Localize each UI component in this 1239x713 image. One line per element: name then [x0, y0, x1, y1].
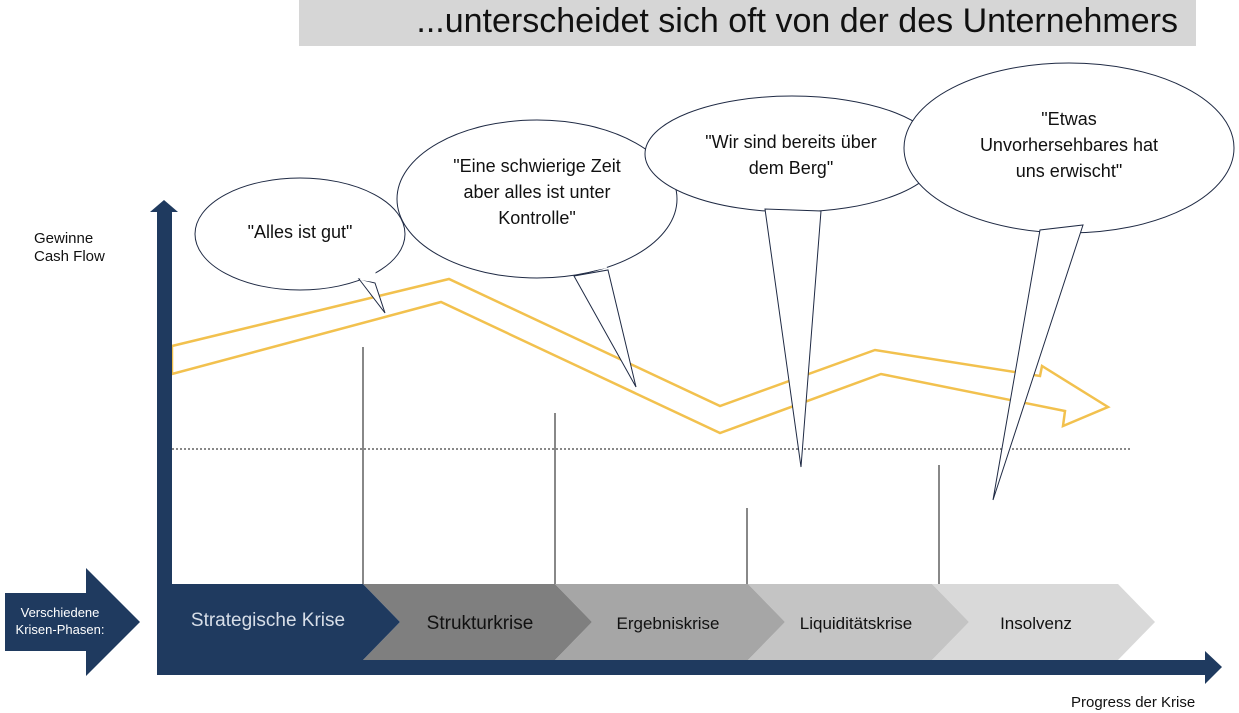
bubble-4-text: "Etwas Unvorhersehbares hat uns erwischt… [944, 106, 1194, 184]
y-axis [157, 210, 172, 675]
x-axis-label: Progress der Krise [1071, 694, 1196, 711]
bubble-text-line: Kontrolle" [498, 208, 576, 228]
phases-block-arrow [5, 568, 140, 676]
page-title: ...unterscheidet sich oft von der des Un… [416, 2, 1178, 40]
bubble-1-text: "Alles ist gut" [215, 219, 385, 245]
speech-bubble-2 [396, 119, 678, 388]
title-bar: ...unterscheidet sich oft von der des Un… [299, 0, 1196, 46]
phase-chevron-2 [363, 584, 592, 660]
phase-chevron-5 [932, 584, 1155, 660]
phase-label-strukturkrise: Strukturkrise [426, 613, 534, 634]
phase-label-ergebniskrise: Ergebniskrise [616, 614, 720, 633]
trend-arrow [170, 277, 1111, 435]
bubble-3-text: "Wir sind bereits über dem Berg" [675, 129, 907, 181]
phase-label-strategische-krise: Strategische Krise [190, 610, 346, 631]
y-axis-label: Gewinne Cash Flow [34, 230, 105, 266]
y-axis-label-line: Gewinne [34, 230, 94, 247]
bubble-2-text: "Eine schwierige Zeit aber alles ist unt… [427, 153, 647, 231]
y-axis-arrowhead [150, 200, 178, 212]
phase-label-insolvenz: Insolvenz [1000, 614, 1072, 633]
bubble-text-line: "Alles ist gut" [247, 222, 353, 242]
phase-chevron-4 [748, 584, 969, 660]
phases-label-line: Verschiedene [20, 605, 100, 620]
x-axis [157, 660, 1207, 675]
bubble-text-line: "Etwas [1041, 109, 1097, 129]
speech-bubble-4 [903, 62, 1235, 501]
phase-chevron-1 [172, 584, 400, 660]
y-axis-label-line: Cash Flow [34, 248, 105, 265]
speech-bubble-3 [644, 95, 940, 468]
bubble-text-line: "Eine schwierige Zeit [453, 156, 621, 176]
phase-chevron-3 [555, 584, 785, 660]
bubble-text-line: uns erwischt" [1015, 161, 1123, 181]
bubble-text-line: aber alles ist unter [463, 182, 611, 202]
phases-label-line: Krisen-Phasen: [15, 622, 105, 637]
phases-label: Verschiedene Krisen-Phasen: [6, 604, 114, 638]
speech-bubble-1 [194, 177, 406, 314]
x-axis-arrowhead [1205, 651, 1222, 684]
bubble-text-line: dem Berg" [748, 158, 834, 178]
phase-label-liquiditaetskrise: Liquiditätskrise [799, 614, 913, 633]
bubble-text-line: "Wir sind bereits über [705, 132, 877, 152]
bubble-text-line: Unvorhersehbares hat [979, 135, 1159, 155]
